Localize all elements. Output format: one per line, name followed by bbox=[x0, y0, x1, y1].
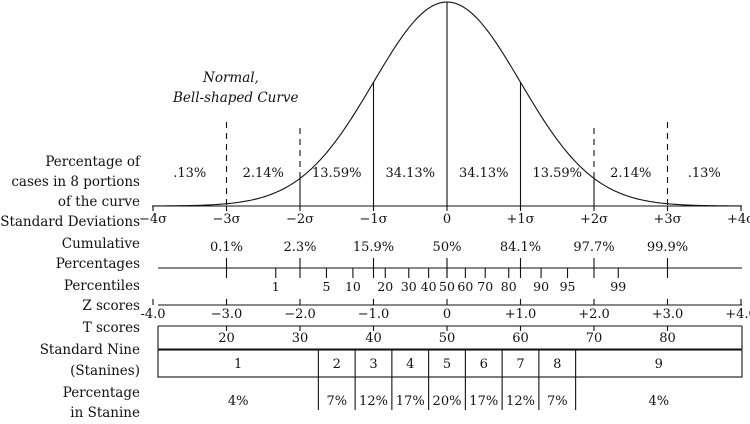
t-scores-label: T scores bbox=[83, 320, 140, 336]
sd-tick-label: +1σ bbox=[506, 212, 534, 227]
stanine-pct-label-1: Percentage bbox=[63, 385, 140, 401]
portion-percentage: .13% bbox=[173, 166, 206, 181]
z-score-value: -4.0 bbox=[140, 307, 165, 322]
cumulative-label-2: Percentages bbox=[56, 256, 140, 272]
stanine-number: 4 bbox=[406, 357, 414, 372]
percentile-value: 50 bbox=[439, 279, 455, 294]
percentile-value: 1 bbox=[272, 279, 280, 294]
stanine-number: 3 bbox=[369, 357, 377, 372]
z-score-value: +2.0 bbox=[578, 307, 610, 322]
sd-tick-label: +3σ bbox=[653, 212, 681, 227]
t-score-value: 70 bbox=[586, 331, 603, 346]
percentile-value: 20 bbox=[377, 279, 393, 294]
stanine-percentage: 17% bbox=[396, 394, 425, 409]
stanine-number: 5 bbox=[443, 357, 451, 372]
portion-percentage: 2.14% bbox=[243, 166, 284, 181]
z-score-value: −1.0 bbox=[358, 307, 390, 322]
cumulative-value: 97.7% bbox=[573, 240, 614, 255]
sd-label: Standard Deviations bbox=[0, 214, 140, 230]
cumulative-value: 84.1% bbox=[500, 240, 541, 255]
z-score-value: −3.0 bbox=[211, 307, 243, 322]
percentile-value: 60 bbox=[457, 279, 473, 294]
z-score-value: −2.0 bbox=[284, 307, 316, 322]
stanine-percentage: 7% bbox=[326, 394, 347, 409]
sd-tick-label: −3σ bbox=[212, 212, 240, 227]
t-score-value: 80 bbox=[659, 331, 676, 346]
z-score-value: +4.0 bbox=[725, 307, 750, 322]
sd-tick-label: −1σ bbox=[359, 212, 387, 227]
stanine-percentage: 12% bbox=[359, 394, 388, 409]
portions-label-2: cases in 8 portions bbox=[11, 174, 140, 190]
z-score-value: 0 bbox=[443, 307, 451, 322]
percentile-value: 70 bbox=[477, 279, 493, 294]
z-score-value: +3.0 bbox=[652, 307, 684, 322]
z-score-value: +1.0 bbox=[505, 307, 537, 322]
sd-tick-label: 0 bbox=[443, 212, 451, 227]
t-score-value: 50 bbox=[439, 331, 456, 346]
stanine-percentage: 7% bbox=[547, 394, 568, 409]
percentile-value: 10 bbox=[345, 279, 361, 294]
z-scores-label: Z scores bbox=[82, 298, 140, 314]
percentile-value: 80 bbox=[501, 279, 517, 294]
portions-label-3: of the curve bbox=[58, 194, 140, 210]
stanine-percentage: 20% bbox=[433, 394, 462, 409]
stanine-number: 9 bbox=[655, 357, 663, 372]
stanine-percentage: 17% bbox=[469, 394, 498, 409]
portion-percentage: 2.14% bbox=[610, 166, 651, 181]
portion-percentage: .13% bbox=[688, 166, 721, 181]
percentile-value: 30 bbox=[401, 279, 417, 294]
curve-label-line-2: Bell-shaped Curve bbox=[172, 90, 298, 106]
percentile-value: 90 bbox=[533, 279, 549, 294]
percentiles-label: Percentiles bbox=[64, 278, 140, 294]
stanine-box bbox=[157, 349, 743, 378]
stanine-number: 8 bbox=[553, 357, 561, 372]
percentile-value: 40 bbox=[421, 279, 437, 294]
portion-percentage: 13.59% bbox=[532, 166, 582, 181]
t-score-value: 20 bbox=[218, 331, 235, 346]
stanine-number: 6 bbox=[480, 357, 488, 372]
stanine-number: 7 bbox=[516, 357, 524, 372]
cumulative-label-1: Cumulative bbox=[62, 236, 140, 252]
sd-tick-label: +4σ bbox=[727, 212, 750, 227]
stanine-label-2: (Stanines) bbox=[70, 363, 140, 379]
stanine-number: 2 bbox=[333, 357, 341, 372]
t-score-value: 60 bbox=[512, 331, 529, 346]
percentile-value: 99 bbox=[610, 279, 626, 294]
t-score-value: 40 bbox=[365, 331, 382, 346]
portion-percentage: 34.13% bbox=[385, 166, 435, 181]
sd-tick-label: +2σ bbox=[580, 212, 608, 227]
curve-label-line-1: Normal, bbox=[202, 70, 259, 86]
cumulative-value: 2.3% bbox=[283, 240, 316, 255]
stanine-label-1: Standard Nine bbox=[40, 342, 140, 358]
portion-percentage: 34.13% bbox=[459, 166, 509, 181]
sd-tick-label: −4σ bbox=[139, 212, 167, 227]
cumulative-value: 0.1% bbox=[210, 240, 243, 255]
stanine-number: 1 bbox=[234, 357, 242, 372]
diagram-marks: .13% 2.14% 13.59% 34.13% 34.13% 13.59% 2.14% .1… bbox=[139, 2, 750, 410]
portions-label-1: Percentage of bbox=[45, 154, 141, 170]
stanine-percentage: 12% bbox=[506, 394, 535, 409]
stanine-percentage: 4% bbox=[649, 394, 670, 409]
sd-tick-label: −2σ bbox=[286, 212, 314, 227]
cumulative-value: 15.9% bbox=[353, 240, 394, 255]
cumulative-value: 99.9% bbox=[647, 240, 688, 255]
portion-percentage: 13.59% bbox=[312, 166, 362, 181]
percentile-value: 5 bbox=[322, 279, 330, 294]
percentile-value: 95 bbox=[560, 279, 576, 294]
t-score-value: 30 bbox=[292, 331, 309, 346]
stanine-percentage: 4% bbox=[228, 394, 249, 409]
stanine-pct-label-2: in Stanine bbox=[70, 405, 140, 421]
cumulative-value: 50% bbox=[433, 240, 462, 255]
